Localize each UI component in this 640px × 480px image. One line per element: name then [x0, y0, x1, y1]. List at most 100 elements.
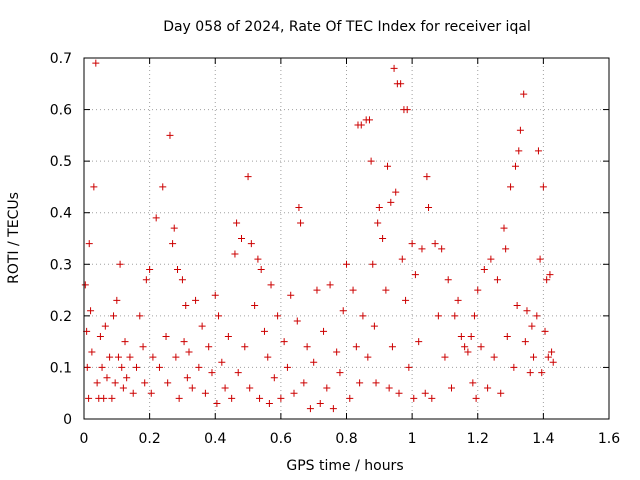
data-point: [247, 240, 255, 248]
data-point: [93, 379, 101, 387]
plot-frame: [83, 57, 610, 420]
data-point: [320, 327, 328, 335]
data-point: [113, 296, 121, 304]
data-point: [175, 394, 183, 402]
data-point: [188, 384, 196, 392]
data-point: [224, 332, 232, 340]
data-point: [123, 374, 131, 382]
data-point: [372, 379, 380, 387]
data-point: [306, 405, 314, 413]
data-point: [470, 312, 478, 320]
data-point: [530, 353, 538, 361]
data-point: [480, 265, 488, 273]
data-point: [487, 255, 495, 263]
data-point: [88, 348, 96, 356]
data-point: [425, 204, 433, 212]
data-point: [382, 286, 390, 294]
data-point: [520, 90, 528, 98]
data-point: [434, 312, 442, 320]
x-tick-label: 1.2: [467, 431, 489, 447]
data-point: [392, 188, 400, 196]
data-point: [502, 245, 510, 253]
data-point: [256, 394, 264, 402]
data-point: [490, 353, 498, 361]
data-point: [536, 255, 544, 263]
data-point: [228, 394, 236, 402]
data-point: [85, 240, 93, 248]
x-tick-label: 1.4: [532, 431, 554, 447]
data-point: [323, 384, 331, 392]
data-point: [493, 276, 501, 284]
data-point: [218, 358, 226, 366]
data-point: [147, 389, 155, 397]
data-point: [469, 379, 477, 387]
data-points: [81, 59, 557, 413]
data-point: [549, 358, 557, 366]
data-point: [539, 183, 547, 191]
x-tick-label: 1: [408, 431, 417, 447]
data-point: [523, 307, 531, 315]
data-point: [461, 343, 469, 351]
data-point: [526, 369, 534, 377]
data-point: [180, 338, 188, 346]
data-point: [185, 348, 193, 356]
data-point: [126, 353, 134, 361]
data-point: [415, 338, 423, 346]
data-point: [511, 162, 519, 170]
data-point: [454, 296, 462, 304]
data-point: [166, 131, 174, 139]
data-point: [365, 116, 373, 124]
data-point: [418, 245, 426, 253]
data-point: [513, 302, 521, 310]
data-point: [246, 384, 254, 392]
data-point: [398, 255, 406, 263]
data-point: [162, 332, 170, 340]
x-tick-label: 0.6: [270, 431, 292, 447]
data-point: [369, 260, 377, 268]
data-point: [438, 245, 446, 253]
data-point: [357, 121, 365, 129]
data-point: [139, 343, 147, 351]
data-point: [274, 312, 282, 320]
data-point: [182, 302, 190, 310]
data-point: [367, 157, 375, 165]
data-point: [441, 353, 449, 361]
data-point: [103, 374, 111, 382]
data-point: [403, 106, 411, 114]
data-point: [411, 271, 419, 279]
data-point: [507, 183, 515, 191]
data-point: [87, 307, 95, 315]
data-point: [238, 235, 245, 242]
data-point: [101, 322, 109, 330]
data-point: [370, 322, 378, 330]
data-point: [172, 353, 180, 361]
x-axis-label: GPS time / hours: [286, 458, 403, 474]
data-point: [290, 389, 298, 397]
y-tick-label: 0.2: [50, 309, 72, 325]
data-point: [474, 286, 482, 294]
data-point: [316, 400, 324, 408]
data-point: [205, 343, 213, 351]
y-tick-label: 0: [63, 412, 72, 428]
data-point: [133, 363, 140, 371]
data-point: [221, 384, 229, 392]
data-point: [152, 214, 160, 222]
data-point: [264, 353, 272, 361]
data-point: [267, 281, 275, 289]
y-tick-label: 0.6: [50, 103, 72, 119]
data-point: [448, 384, 455, 392]
y-tick-label: 0.7: [50, 51, 72, 67]
data-point: [215, 312, 223, 320]
data-point: [211, 291, 219, 299]
data-point: [543, 276, 551, 284]
data-point: [159, 183, 167, 191]
x-tick-label: 0.8: [335, 431, 357, 447]
data-point: [233, 219, 241, 227]
data-point: [421, 389, 429, 397]
y-tick-label: 0.5: [50, 154, 72, 170]
data-point: [313, 286, 321, 294]
data-point: [90, 183, 98, 191]
x-tick-label: 0: [80, 431, 89, 447]
data-point: [155, 363, 163, 371]
